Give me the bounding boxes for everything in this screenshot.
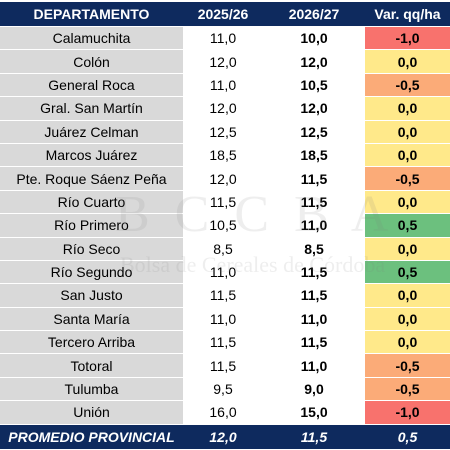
table-cell: 16,0 (183, 400, 263, 425)
table-cell: 18,5 (263, 143, 365, 168)
table-row: Marcos Juárez 18,5 18,5 0,0 (0, 143, 450, 168)
table-cell: Colón (0, 49, 183, 74)
table-cell: 11,5 (263, 260, 365, 285)
table-cell: 11,0 (183, 26, 263, 51)
table-cell: 11,5 (183, 283, 263, 308)
table-cell: Calamuchita (0, 26, 183, 51)
table-cell: -1,0 (365, 400, 450, 425)
table-cell: 11,5 (183, 190, 263, 215)
table-row: Pte. Roque Sáenz Peña 12,0 11,5 -0,5 (0, 166, 450, 191)
table-cell: -0,5 (365, 353, 450, 378)
table-cell: 8,5 (263, 237, 365, 261)
table-cell: 0,5 (365, 213, 450, 238)
table-cell: 18,5 (183, 143, 263, 168)
table-cell: -0,5 (365, 73, 450, 98)
header-cell: 2025/26 (183, 2, 263, 27)
table-row: Colón 12,0 12,0 0,0 (0, 49, 450, 74)
table-cell: Tercero Arriba (0, 330, 183, 355)
table-cell: 11,5 (183, 353, 263, 378)
table-cell: -0,5 (365, 377, 450, 402)
header-cell: DEPARTAMENTO (0, 2, 183, 27)
table-cell: 0,0 (365, 143, 450, 168)
table-row: Juárez Celman 12,5 12,5 0,0 (0, 120, 450, 144)
table-cell: 9,0 (263, 377, 365, 402)
table-cell: 11,0 (263, 353, 365, 378)
table-cell: 0,5 (365, 260, 450, 285)
table-row: Tulumba 9,5 9,0 -0,5 (0, 377, 450, 402)
table-cell: 12,0 (263, 49, 365, 74)
table-row: Río Seco 8,5 8,5 0,0 (0, 237, 450, 261)
footer-cell: 12,0 (183, 424, 263, 450)
table-cell: Unión (0, 400, 183, 425)
table-cell: 0,0 (365, 96, 450, 121)
table-cell: General Roca (0, 73, 183, 98)
table-cell: 0,0 (365, 190, 450, 215)
table-cell: San Justo (0, 283, 183, 308)
table-row: San Justo 11,5 11,5 0,0 (0, 283, 450, 308)
table-cell: 11,0 (183, 307, 263, 332)
header-row: DEPARTAMENTO 2025/26 2026/27 Var. qq/ha (0, 2, 450, 27)
table-cell: 10,5 (183, 213, 263, 238)
table-cell: 0,0 (365, 283, 450, 308)
table-cell: Pte. Roque Sáenz Peña (0, 166, 183, 191)
table-cell: Río Primero (0, 213, 183, 238)
table-cell: Juárez Celman (0, 120, 183, 144)
footer-cell: 0,5 (365, 424, 450, 450)
table-cell: -0,5 (365, 166, 450, 191)
table-cell: 10,0 (263, 26, 365, 51)
footer-cell: 11,5 (263, 424, 365, 450)
header-cell: 2026/27 (263, 2, 365, 27)
table-cell: 0,0 (365, 330, 450, 355)
table-cell: -1,0 (365, 26, 450, 51)
table-cell: Santa María (0, 307, 183, 332)
table-cell: 9,5 (183, 377, 263, 402)
table-row: Tercero Arriba 11,5 11,5 0,0 (0, 330, 450, 355)
table-cell: 11,0 (183, 260, 263, 285)
table-cell: Río Segundo (0, 260, 183, 285)
table-row: Río Primero 10,5 11,0 0,5 (0, 213, 450, 238)
table-cell: Río Cuarto (0, 190, 183, 215)
table-row: Unión 16,0 15,0 -1,0 (0, 400, 450, 425)
table-cell: Gral. San Martín (0, 96, 183, 121)
table-row: Santa María 11,0 11,0 0,0 (0, 307, 450, 332)
table-cell: Tulumba (0, 377, 183, 402)
table-cell: 0,0 (365, 237, 450, 261)
table-cell: 11,5 (263, 166, 365, 191)
header-cell: Var. qq/ha (365, 2, 450, 27)
table-cell: Totoral (0, 353, 183, 378)
table-cell: 11,0 (183, 73, 263, 98)
table-cell: 12,0 (183, 96, 263, 121)
table-cell: Marcos Juárez (0, 143, 183, 168)
table-cell: 11,0 (263, 213, 365, 238)
table-cell: 0,0 (365, 120, 450, 144)
table-cell: 12,5 (263, 120, 365, 144)
table-row: Totoral 11,5 11,0 -0,5 (0, 353, 450, 378)
table-cell: 11,5 (263, 190, 365, 215)
table-row: Río Segundo 11,0 11,5 0,5 (0, 260, 450, 285)
table-cell: 0,0 (365, 307, 450, 332)
table-row: General Roca 11,0 10,5 -0,5 (0, 73, 450, 98)
footer-cell: PROMEDIO PROVINCIAL (0, 424, 183, 450)
table-row: Calamuchita 11,0 10,0 -1,0 (0, 26, 450, 51)
table-cell: 8,5 (183, 237, 263, 261)
table-cell: 11,0 (263, 307, 365, 332)
table-cell: 15,0 (263, 400, 365, 425)
table-cell: 11,5 (183, 330, 263, 355)
table-row: Río Cuarto 11,5 11,5 0,0 (0, 190, 450, 215)
table-cell: 11,5 (263, 330, 365, 355)
table-cell: 12,0 (183, 49, 263, 74)
table-cell: 0,0 (365, 49, 450, 74)
table-cell: Río Seco (0, 237, 183, 261)
table-row: Gral. San Martín 12,0 12,0 0,0 (0, 96, 450, 121)
table-cell: 10,5 (263, 73, 365, 98)
table-cell: 12,0 (263, 96, 365, 121)
table-cell: 11,5 (263, 283, 365, 308)
table-cell: 12,0 (183, 166, 263, 191)
table-cell: 12,5 (183, 120, 263, 144)
footer-row: PROMEDIO PROVINCIAL 12,0 11,5 0,5 (0, 424, 450, 450)
